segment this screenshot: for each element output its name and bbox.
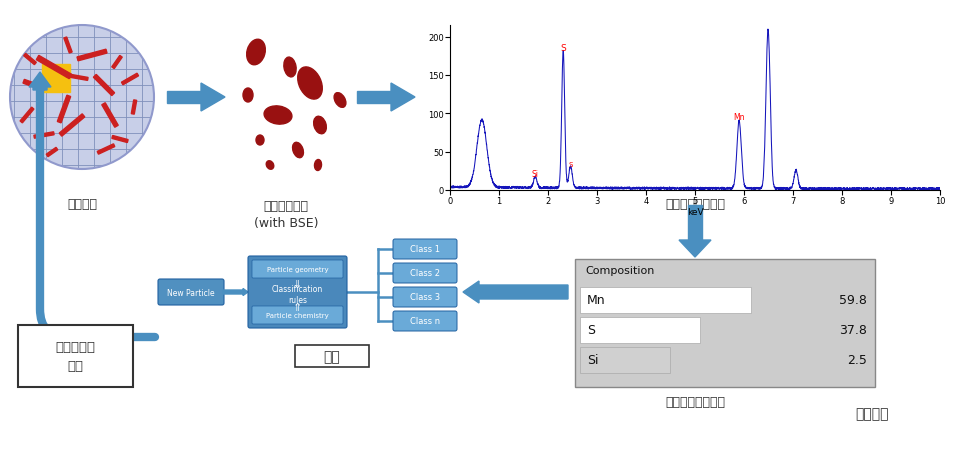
Text: 飞纳电镜: 飞纳电镜	[855, 406, 888, 420]
Circle shape	[10, 26, 154, 170]
Ellipse shape	[256, 136, 264, 146]
Text: 2.5: 2.5	[848, 354, 867, 367]
Ellipse shape	[334, 93, 346, 108]
Text: Mn: Mn	[733, 113, 745, 121]
X-axis label: keV: keV	[686, 207, 704, 216]
Text: Classification
rules: Classification rules	[272, 285, 323, 304]
Ellipse shape	[297, 68, 323, 100]
FancyBboxPatch shape	[248, 257, 347, 328]
Bar	[59, 115, 85, 137]
Ellipse shape	[243, 89, 253, 103]
Bar	[36, 56, 72, 80]
FancyArrow shape	[29, 73, 51, 91]
Bar	[112, 136, 128, 143]
Ellipse shape	[314, 117, 327, 135]
Bar	[580, 288, 751, 313]
FancyArrow shape	[463, 281, 568, 303]
Bar	[77, 50, 107, 62]
Polygon shape	[391, 84, 415, 112]
Bar	[23, 80, 45, 91]
Text: S: S	[587, 324, 595, 337]
Text: ⇓: ⇓	[293, 279, 302, 289]
Text: 进行下一个
样品: 进行下一个 样品	[55, 340, 95, 372]
Bar	[20, 108, 34, 124]
FancyArrow shape	[223, 289, 248, 296]
Bar	[102, 104, 119, 128]
FancyBboxPatch shape	[158, 279, 224, 305]
FancyBboxPatch shape	[252, 260, 343, 278]
FancyBboxPatch shape	[393, 288, 457, 307]
FancyBboxPatch shape	[252, 306, 343, 324]
Bar	[34, 132, 54, 139]
Text: Class 1: Class 1	[410, 245, 440, 254]
Ellipse shape	[315, 160, 322, 171]
Text: S: S	[560, 44, 566, 53]
Bar	[64, 38, 72, 54]
Text: 划分区域: 划分区域	[67, 197, 97, 211]
Text: 自动成分定量分析: 自动成分定量分析	[665, 395, 725, 408]
Text: 37.8: 37.8	[839, 324, 867, 337]
Bar	[222, 23, 350, 177]
Bar	[112, 56, 122, 70]
Bar	[167, 92, 203, 104]
Bar	[23, 54, 36, 66]
Text: 自动成分定性分析: 自动成分定性分析	[665, 197, 725, 211]
Bar	[688, 206, 702, 241]
Bar	[580, 347, 670, 373]
Bar	[66, 75, 88, 81]
Text: Particle chemistry: Particle chemistry	[266, 312, 329, 318]
Bar	[57, 96, 71, 124]
Text: Si: Si	[587, 354, 599, 367]
Text: Class 2: Class 2	[410, 269, 440, 278]
Text: New Particle: New Particle	[167, 288, 215, 297]
Bar	[295, 345, 369, 367]
Bar	[97, 145, 115, 155]
Bar	[131, 101, 137, 115]
Ellipse shape	[293, 143, 303, 158]
Bar	[93, 75, 115, 96]
Text: Mn: Mn	[587, 294, 606, 307]
Ellipse shape	[264, 106, 292, 125]
Text: Class n: Class n	[410, 317, 440, 326]
Ellipse shape	[247, 40, 265, 66]
Bar	[580, 317, 700, 343]
Text: Class 3: Class 3	[410, 293, 440, 302]
Bar	[18, 325, 133, 387]
Text: 颜粒自动识别
(with BSE): 颜粒自动识别 (with BSE)	[254, 200, 318, 229]
Polygon shape	[201, 84, 225, 112]
Text: 59.8: 59.8	[839, 294, 867, 307]
FancyBboxPatch shape	[393, 263, 457, 283]
Text: ⇑: ⇑	[293, 302, 302, 312]
Text: Particle geometry: Particle geometry	[266, 267, 329, 273]
Text: S: S	[569, 162, 573, 167]
Ellipse shape	[266, 162, 274, 170]
Text: Si: Si	[532, 169, 538, 178]
Text: Composition: Composition	[585, 265, 654, 275]
FancyBboxPatch shape	[393, 239, 457, 259]
FancyBboxPatch shape	[393, 311, 457, 331]
Bar	[122, 74, 139, 86]
Text: 分类: 分类	[324, 349, 340, 363]
Bar	[47, 148, 57, 157]
Ellipse shape	[284, 58, 296, 78]
Polygon shape	[679, 241, 711, 258]
Bar	[575, 259, 875, 387]
Bar	[357, 92, 393, 104]
Bar	[42, 65, 70, 93]
